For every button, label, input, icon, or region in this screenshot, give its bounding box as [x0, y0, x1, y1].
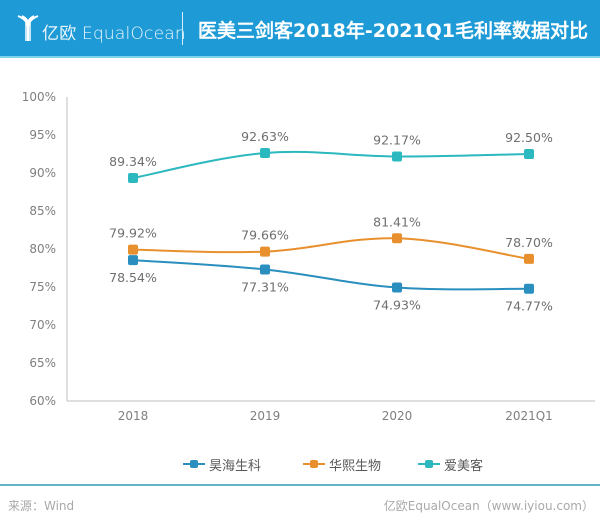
legend-swatch-icon — [183, 454, 205, 474]
data-point-marker — [392, 151, 402, 162]
data-point-marker — [260, 264, 270, 275]
data-label: 79.92% — [109, 226, 157, 241]
footer-divider — [0, 484, 600, 486]
legend-swatch-icon — [303, 454, 325, 474]
chart-legend: 昊海生科 华熙生物 爱美客 — [0, 454, 600, 474]
legend-label: 昊海生科 — [209, 458, 262, 474]
data-label: 74.93% — [373, 298, 421, 313]
y-tick-label: 95% — [29, 128, 56, 142]
data-label: 92.63% — [241, 129, 289, 144]
logo-text: 亿欧 EqualOcean — [42, 24, 186, 44]
x-axis-labels: 2018 2019 2020 2021Q1 — [118, 409, 553, 423]
legend-label: 华熙生物 — [329, 458, 382, 474]
x-tick-label: 2019 — [250, 409, 281, 423]
y-tick-label: 80% — [29, 242, 56, 256]
page-title: 医美三剑客2018年-2021Q1毛利率数据对比 — [198, 20, 589, 42]
legend-item: 昊海生科 — [183, 454, 261, 474]
y-tick-label: 60% — [29, 394, 56, 408]
data-label: 92.17% — [373, 133, 421, 148]
series-line-1 — [132, 259, 530, 291]
data-label: 89.34% — [109, 154, 157, 169]
data-point-marker — [524, 283, 534, 294]
line-chart: 60% 65% 70% 75% 80% 85% 90% 95% 100% 2018 2019 202… — [22, 90, 595, 423]
data-labels: 78.54% 77.31% 74.93% 74.77% 79.92% 79.66% 81.4… — [109, 129, 553, 314]
y-tick-label: 100% — [22, 90, 56, 104]
y-tick-label: 90% — [29, 166, 56, 180]
equalocean-logo-icon — [17, 15, 39, 41]
data-label: 78.70% — [505, 235, 553, 250]
x-tick-label: 2018 — [118, 409, 149, 423]
y-tick-label: 85% — [29, 204, 56, 218]
x-tick-label: 2020 — [382, 409, 413, 423]
series-markers — [128, 148, 534, 294]
data-label: 74.77% — [505, 299, 553, 314]
legend-item: 华熙生物 — [303, 454, 381, 474]
data-point-marker — [524, 149, 534, 159]
data-point-marker — [260, 246, 270, 257]
legend-swatch-icon — [418, 454, 440, 474]
data-point-marker — [128, 244, 138, 255]
y-tick-label: 75% — [29, 280, 56, 294]
data-label: 77.31% — [241, 279, 289, 294]
data-label: 79.66% — [241, 228, 289, 243]
data-point-marker — [260, 148, 270, 159]
data-label: 78.54% — [109, 270, 157, 285]
header-banner: 亿欧 EqualOcean 医美三剑客2018年-2021Q1毛利率数据对比 — [0, 0, 600, 58]
x-tick-label: 2021Q1 — [505, 409, 553, 423]
data-point-marker — [392, 233, 402, 244]
credit-note: 亿欧EqualOcean（www.iyiou.com） — [383, 499, 594, 513]
data-point-marker — [128, 255, 138, 266]
y-tick-label: 65% — [29, 356, 56, 370]
series-line-3 — [132, 150, 530, 179]
series-line-2 — [132, 237, 530, 260]
series-lines — [132, 150, 530, 291]
source-note: 来源：Wind — [8, 499, 75, 513]
data-label: 81.41% — [373, 214, 421, 229]
data-label: 92.50% — [505, 130, 553, 145]
data-point-marker — [128, 173, 138, 184]
header-divider — [182, 12, 183, 45]
legend-item: 爱美客 — [418, 454, 483, 474]
data-point-marker — [524, 253, 534, 264]
legend-label: 爱美客 — [444, 458, 484, 474]
y-axis-labels: 60% 65% 70% 75% 80% 85% 90% 95% 100% — [22, 90, 56, 408]
data-point-marker — [392, 282, 402, 293]
y-tick-label: 70% — [29, 318, 56, 332]
